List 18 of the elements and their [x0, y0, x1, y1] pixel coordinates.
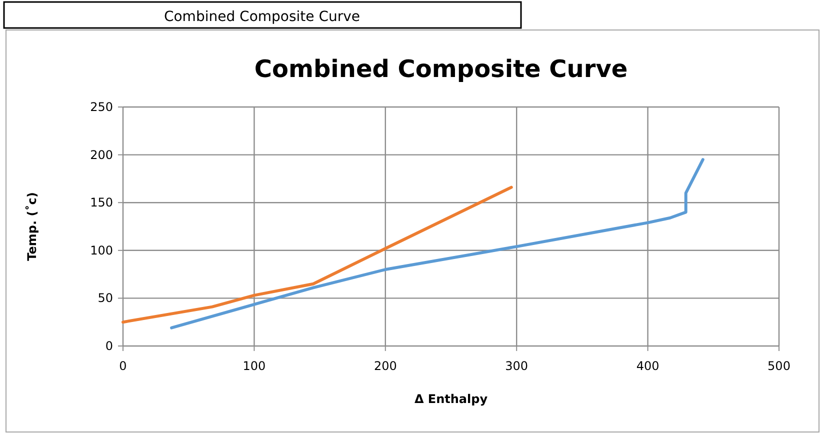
- y-tick-label: 50: [98, 291, 113, 306]
- x-tick-label: 200: [374, 359, 397, 373]
- text: Combined Composite Curve: [164, 9, 360, 25]
- x-tick-label: 400: [636, 359, 660, 373]
- y-axis-title: Temp. (˚c): [25, 192, 39, 261]
- line-series: [122, 186, 513, 324]
- y-tick-label: 250: [90, 100, 113, 114]
- x-tick-label: 0: [119, 359, 127, 373]
- line-series: [170, 158, 704, 330]
- x-tick-label: 300: [505, 359, 528, 373]
- chart-title: Combined Composite Curve: [254, 55, 628, 83]
- y-tick-label: 150: [90, 196, 113, 210]
- x-tick-label: 500: [768, 359, 790, 373]
- x-tick-label: 100: [242, 359, 266, 373]
- x-axis-title: Δ Enthalpy: [414, 392, 488, 406]
- y-tick-label: 0: [105, 339, 113, 353]
- y-tick-label: 100: [90, 243, 113, 258]
- y-tick-label: 200: [90, 148, 113, 162]
